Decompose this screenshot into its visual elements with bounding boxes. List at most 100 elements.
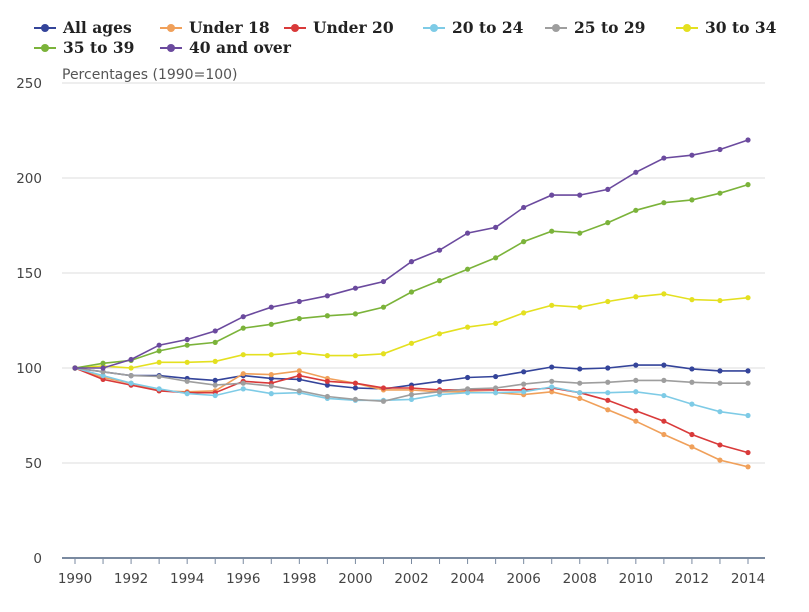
data-point-20-to-24 [268,391,274,397]
data-point-30-to-34 [268,352,274,358]
data-point-40-and-over [577,192,583,198]
legend-label: 35 to 39 [63,38,135,57]
y-tick-label: 150 [16,266,42,282]
data-point-40-and-over [436,247,443,253]
data-point-35-to-39 [212,339,218,345]
data-point-25-to-29 [605,379,611,385]
data-point-35-to-39 [689,197,695,203]
data-point-under-18 [296,368,302,374]
data-point-35-to-39 [464,266,471,272]
data-point-30-to-34 [661,291,667,297]
data-point-under-18 [661,431,667,438]
data-point-35-to-39 [324,313,330,319]
legend-marker [34,42,56,54]
data-point-20-to-24 [717,409,723,415]
data-point-20-to-24 [464,390,471,396]
data-point-25-to-29 [296,388,302,394]
data-point-30-to-34 [128,365,134,371]
x-tick-label: 1992 [114,571,148,587]
legend-item-20-to-24: 20 to 24 [423,18,523,37]
data-point-under-18 [745,464,751,470]
data-point-20-to-24 [521,389,527,395]
data-point-35-to-39 [493,255,499,261]
data-point-20-to-24 [184,391,190,397]
data-point-35-to-39 [380,304,387,310]
data-point-40-and-over [549,192,555,198]
data-point-all-ages [493,373,499,380]
legend-item-under-20: Under 20 [284,18,394,37]
data-point-40-and-over [633,169,639,175]
data-point-30-to-34 [689,297,695,303]
data-point-25-to-29 [100,369,106,375]
data-point-40-and-over [745,137,751,143]
data-point-under-18 [689,444,695,450]
data-point-35-to-39 [268,321,274,327]
data-point-40-and-over [408,259,415,265]
data-point-30-to-34 [605,298,611,305]
data-point-25-to-29 [521,381,527,387]
legend-item-35-to-39: 35 to 39 [34,38,134,57]
data-point-35-to-39 [605,220,611,226]
data-point-30-to-34 [352,353,359,359]
data-point-under-18 [268,372,274,378]
data-point-35-to-39 [156,348,162,354]
data-point-under-20 [633,408,639,414]
data-point-all-ages [268,375,274,382]
y-tick-label: 250 [16,76,42,92]
data-point-under-18 [549,389,555,395]
data-point-under-18 [717,457,723,463]
data-point-20-to-24 [240,386,246,392]
data-point-40-and-over [380,278,387,285]
data-point-35-to-39 [717,190,723,196]
x-tick-label: 1994 [170,571,204,587]
data-point-20-to-24 [408,396,415,402]
legend-label: 20 to 24 [452,18,524,37]
data-point-all-ages [352,385,359,391]
data-point-30-to-34 [240,352,246,358]
data-point-25-to-29 [436,389,443,395]
data-point-40-and-over [493,224,499,230]
data-point-all-ages [296,376,302,382]
data-point-20-to-24 [661,392,667,399]
data-point-all-ages [521,369,527,375]
legend-item-40-and-over: 40 and over [160,38,291,57]
data-point-under-18 [633,418,639,424]
data-point-35-to-39 [296,316,302,322]
data-point-30-to-34 [380,351,387,357]
data-point-all-ages [436,378,443,384]
data-point-25-to-29 [212,382,218,388]
series-line-35-to-39 [74,183,749,369]
y-tick-label: 200 [16,171,42,187]
data-point-25-to-29 [380,398,387,404]
data-point-40-and-over [324,293,330,299]
data-point-under-20 [296,373,302,379]
data-point-25-to-29 [549,378,555,384]
x-tick-label: 2004 [450,571,484,587]
data-point-35-to-39 [745,182,751,188]
data-point-20-to-24 [745,412,751,419]
data-point-all-ages [717,368,723,374]
data-point-30-to-34 [577,304,583,310]
data-point-under-18 [577,395,583,401]
legend-marker [284,22,306,34]
data-point-under-20 [380,385,387,391]
data-point-35-to-39 [633,207,639,213]
data-point-40-and-over [689,152,695,158]
data-point-40-and-over [521,204,527,211]
legend-label: Under 18 [189,18,270,37]
data-point-30-to-34 [549,302,555,308]
data-point-30-to-34 [296,350,302,356]
data-point-20-to-24 [128,380,134,386]
data-point-35-to-39 [577,230,583,236]
data-point-30-to-34 [717,297,723,304]
data-point-20-to-24 [689,401,695,407]
data-point-all-ages [633,362,639,368]
data-point-25-to-29 [464,386,471,392]
data-point-35-to-39 [661,200,667,206]
legend-marker [160,22,182,34]
x-tick-label: 2010 [619,571,653,587]
data-point-30-to-34 [184,359,190,365]
data-point-30-to-34 [493,320,499,326]
